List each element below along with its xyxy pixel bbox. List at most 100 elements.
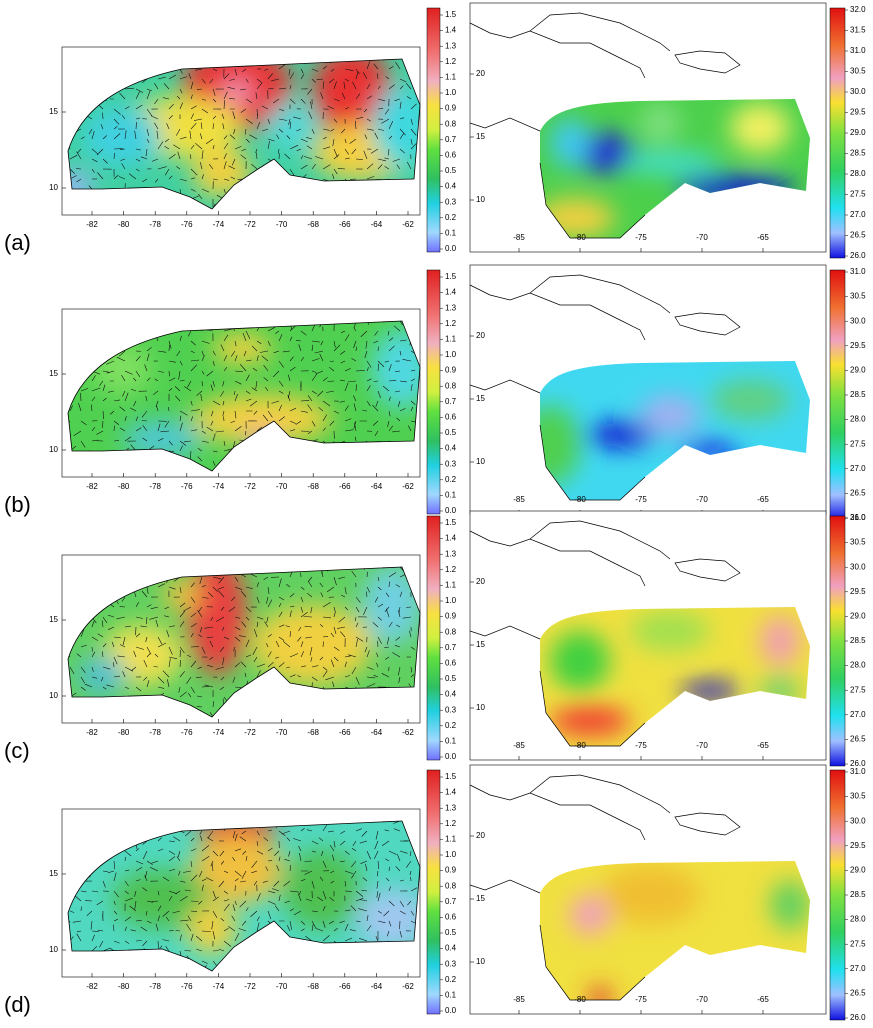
field-blob <box>710 380 790 420</box>
field-blob <box>212 334 272 364</box>
x-tick-label: -85 <box>513 233 525 242</box>
colorbar-label: 27.5 <box>850 939 866 948</box>
colorbar-label: 0.0 <box>445 1006 457 1015</box>
panel-label: (a) <box>4 230 31 255</box>
colorbar-label: 1.4 <box>445 788 457 797</box>
x-tick-label: -70 <box>276 482 288 491</box>
field-blob <box>640 395 700 435</box>
colorbar-label: 27.5 <box>850 685 866 694</box>
colorbar-label: 27.0 <box>850 464 866 473</box>
field-blob <box>550 706 630 736</box>
x-tick-label: -80 <box>574 741 586 750</box>
colorbar-label: 26.5 <box>850 989 866 998</box>
field-blob <box>620 153 720 173</box>
colorbar-label: 29.5 <box>850 587 866 596</box>
field-blob <box>585 423 655 447</box>
field-blob <box>770 880 810 930</box>
y-tick-label: 10 <box>476 457 485 466</box>
colorbar-label: 0.4 <box>445 182 457 191</box>
y-tick-label: 15 <box>49 615 58 624</box>
x-tick-label: -82 <box>86 982 98 991</box>
x-tick-label: -65 <box>757 995 769 1004</box>
colorbar-label: 30.5 <box>850 792 866 801</box>
x-tick-label: -70 <box>696 233 708 242</box>
colorbar <box>830 270 845 520</box>
colorbar-label: 1.1 <box>445 73 457 82</box>
colorbar-label: 0.5 <box>445 674 457 683</box>
colorbar-label: 0.2 <box>445 721 457 730</box>
colorbar-label: 31.0 <box>850 513 866 522</box>
x-tick-label: -80 <box>118 220 130 229</box>
colorbar-label: 0.9 <box>445 104 457 113</box>
x-tick-label: -78 <box>149 728 161 737</box>
colorbar-label: 26.0 <box>850 251 866 260</box>
x-tick-label: -62 <box>402 728 414 737</box>
field-blob <box>267 102 317 152</box>
colorbar-label: 27.0 <box>850 210 866 219</box>
colorbar-label: 28.5 <box>850 149 866 158</box>
colorbar-label: 1.0 <box>445 596 457 605</box>
colorbar-label: 1.5 <box>445 272 457 281</box>
colorbar-label: 1.0 <box>445 88 457 97</box>
colorbar-label: 0.1 <box>445 737 457 746</box>
colorbar-label: 0.1 <box>445 229 457 238</box>
x-tick-label: -68 <box>307 482 319 491</box>
colorbar <box>830 516 845 766</box>
colorbar-label: 29.0 <box>850 866 866 875</box>
x-tick-label: -64 <box>371 482 383 491</box>
colorbar-label: 1.2 <box>445 319 457 328</box>
field-blob <box>640 103 680 143</box>
y-tick-label: 15 <box>476 640 485 649</box>
colorbar-label: 27.0 <box>850 710 866 719</box>
colorbar-label: 30.0 <box>850 87 866 96</box>
y-tick-label: 10 <box>49 183 58 192</box>
x-tick-label: -80 <box>118 982 130 991</box>
colorbar-label: 1.3 <box>445 803 457 812</box>
colorbar-label: 0.0 <box>445 506 457 515</box>
x-tick-label: -74 <box>213 220 225 229</box>
colorbar-label: 0.8 <box>445 119 457 128</box>
field-blob <box>760 616 800 666</box>
x-tick-label: -76 <box>181 220 193 229</box>
field-blob <box>550 118 590 168</box>
x-tick-label: -78 <box>149 220 161 229</box>
colorbar-label: 31.0 <box>850 267 866 276</box>
x-tick-label: -66 <box>339 982 351 991</box>
x-tick-label: -68 <box>307 728 319 737</box>
colorbar <box>427 516 440 760</box>
x-tick-label: -64 <box>371 982 383 991</box>
field-blob <box>630 611 710 651</box>
x-tick-label: -76 <box>181 728 193 737</box>
colorbar-label: 0.4 <box>445 444 457 453</box>
panel-label: (d) <box>4 992 31 1017</box>
colorbar-label: 1.1 <box>445 581 457 590</box>
field-blob <box>222 80 252 104</box>
x-tick-label: -70 <box>696 995 708 1004</box>
x-tick-label: -75 <box>635 233 647 242</box>
colorbar-label: 1.5 <box>445 518 457 527</box>
colorbar-label: 28.0 <box>850 169 866 178</box>
colorbar-label: 30.0 <box>850 816 866 825</box>
colorbar-label: 30.5 <box>850 292 866 301</box>
x-tick-label: -66 <box>339 220 351 229</box>
colorbar-label: 29.5 <box>850 341 866 350</box>
x-tick-label: -70 <box>276 220 288 229</box>
colorbar-label: 1.3 <box>445 549 457 558</box>
colorbar-label: 0.3 <box>445 197 457 206</box>
x-tick-label: -75 <box>635 741 647 750</box>
x-tick-label: -70 <box>696 495 708 504</box>
x-tick-label: -80 <box>118 482 130 491</box>
y-tick-label: 15 <box>476 394 485 403</box>
field-blob <box>282 849 362 929</box>
colorbar-label: 31.5 <box>850 26 866 35</box>
x-tick-label: -68 <box>307 982 319 991</box>
colorbar-label: 0.5 <box>445 428 457 437</box>
colorbar-label: 0.8 <box>445 627 457 636</box>
colorbar-label: 30.5 <box>850 538 866 547</box>
colorbar <box>427 8 440 252</box>
panel-label: (b) <box>4 492 31 517</box>
colorbar-label: 26.5 <box>850 231 866 240</box>
